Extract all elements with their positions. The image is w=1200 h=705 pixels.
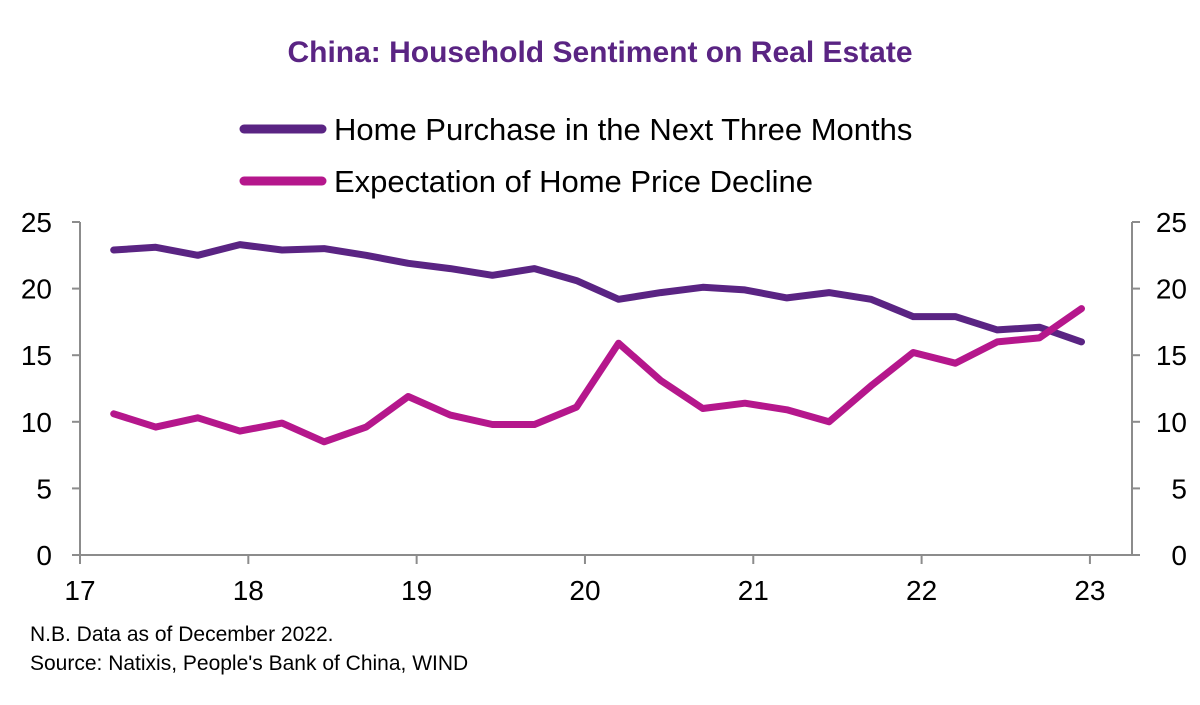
legend-label-home-purchase: Home Purchase in the Next Three Months bbox=[334, 112, 912, 147]
data-point-price-decline bbox=[574, 404, 579, 410]
data-point-home-purchase bbox=[489, 272, 495, 278]
y-tick-label-left: 10 bbox=[21, 407, 52, 438]
series-line-price-decline bbox=[110, 305, 1085, 446]
x-tick-label: 23 bbox=[1074, 575, 1105, 606]
y-tick-label-right: 20 bbox=[1156, 274, 1187, 305]
y-tick-label-right: 5 bbox=[1171, 473, 1187, 504]
data-point-price-decline bbox=[910, 350, 916, 355]
x-tick-label: 19 bbox=[401, 575, 432, 606]
data-point-price-decline bbox=[153, 424, 159, 430]
y-tick-label-left: 5 bbox=[36, 473, 52, 504]
data-point-price-decline bbox=[658, 378, 664, 383]
data-point-price-decline bbox=[195, 415, 201, 421]
data-point-price-decline bbox=[742, 400, 748, 406]
data-point-home-purchase bbox=[153, 244, 159, 250]
data-point-price-decline bbox=[111, 411, 117, 417]
chart-title: China: Household Sentiment on Real Estat… bbox=[287, 36, 912, 69]
data-point-home-purchase bbox=[742, 287, 748, 293]
data-point-home-purchase bbox=[321, 246, 327, 252]
axes: 0 5 10 15 20 25 0 5 10 15 20 25 17 18 19 20 21 22 23 bbox=[21, 207, 1187, 606]
data-point-home-purchase bbox=[111, 247, 117, 253]
legend-label-price-decline: Expectation of Home Price Decline bbox=[334, 164, 813, 199]
data-point-price-decline bbox=[616, 340, 622, 346]
data-point-home-purchase bbox=[826, 290, 832, 296]
data-point-home-purchase bbox=[195, 252, 201, 258]
data-point-price-decline bbox=[1079, 306, 1084, 312]
data-point-home-purchase bbox=[532, 266, 537, 272]
data-point-price-decline bbox=[532, 422, 537, 427]
x-tick-label: 20 bbox=[569, 575, 600, 606]
data-point-price-decline bbox=[1036, 335, 1042, 341]
x-tick-label: 18 bbox=[233, 575, 264, 606]
y-tick-label-right: 10 bbox=[1156, 407, 1187, 438]
data-point-price-decline bbox=[405, 394, 411, 399]
data-point-price-decline bbox=[700, 406, 706, 411]
data-point-home-purchase bbox=[574, 278, 579, 284]
x-tick-label: 21 bbox=[738, 575, 769, 606]
data-point-price-decline bbox=[489, 422, 495, 427]
data-point-price-decline bbox=[826, 419, 832, 425]
data-point-price-decline bbox=[952, 360, 958, 366]
data-point-price-decline bbox=[321, 439, 327, 445]
y-tick-label-left: 0 bbox=[36, 540, 52, 571]
x-tick-label: 17 bbox=[64, 575, 95, 606]
y-tick-label-right: 0 bbox=[1171, 540, 1187, 571]
data-point-price-decline bbox=[279, 420, 285, 426]
data-point-price-decline bbox=[363, 424, 369, 430]
data-point-home-purchase bbox=[994, 327, 1000, 333]
data-point-price-decline bbox=[447, 412, 453, 418]
note-data-date: N.B. Data as of December 2022. bbox=[30, 623, 334, 646]
data-point-price-decline bbox=[994, 339, 1000, 345]
data-point-price-decline bbox=[868, 383, 874, 389]
data-point-home-purchase bbox=[1036, 324, 1042, 330]
data-point-price-decline bbox=[784, 407, 790, 413]
data-point-home-purchase bbox=[237, 242, 243, 248]
data-point-home-purchase bbox=[279, 247, 285, 253]
y-tick-label-left: 25 bbox=[21, 207, 52, 238]
data-point-home-purchase bbox=[784, 295, 790, 301]
note-source: Source: Natixis, People's Bank of China,… bbox=[30, 652, 469, 675]
data-point-home-purchase bbox=[405, 260, 411, 266]
y-tick-label-left: 15 bbox=[21, 340, 52, 371]
x-tick-label: 22 bbox=[906, 575, 937, 606]
y-tick-label-right: 25 bbox=[1156, 207, 1187, 238]
data-point-home-purchase bbox=[700, 284, 706, 290]
y-tick-label-left: 20 bbox=[21, 274, 52, 305]
data-point-home-purchase bbox=[363, 252, 369, 258]
data-point-home-purchase bbox=[868, 296, 874, 302]
data-point-home-purchase bbox=[447, 266, 453, 272]
data-point-home-purchase bbox=[1079, 339, 1084, 345]
data-point-home-purchase bbox=[910, 314, 916, 320]
data-point-price-decline bbox=[237, 428, 243, 434]
series-group bbox=[110, 241, 1085, 446]
y-tick-label-right: 15 bbox=[1156, 340, 1187, 371]
series-line-home-purchase bbox=[110, 241, 1085, 346]
legend: Home Purchase in the Next Three Months E… bbox=[239, 112, 912, 199]
data-point-home-purchase bbox=[658, 290, 664, 296]
data-point-home-purchase bbox=[952, 314, 958, 320]
data-point-home-purchase bbox=[616, 296, 622, 302]
